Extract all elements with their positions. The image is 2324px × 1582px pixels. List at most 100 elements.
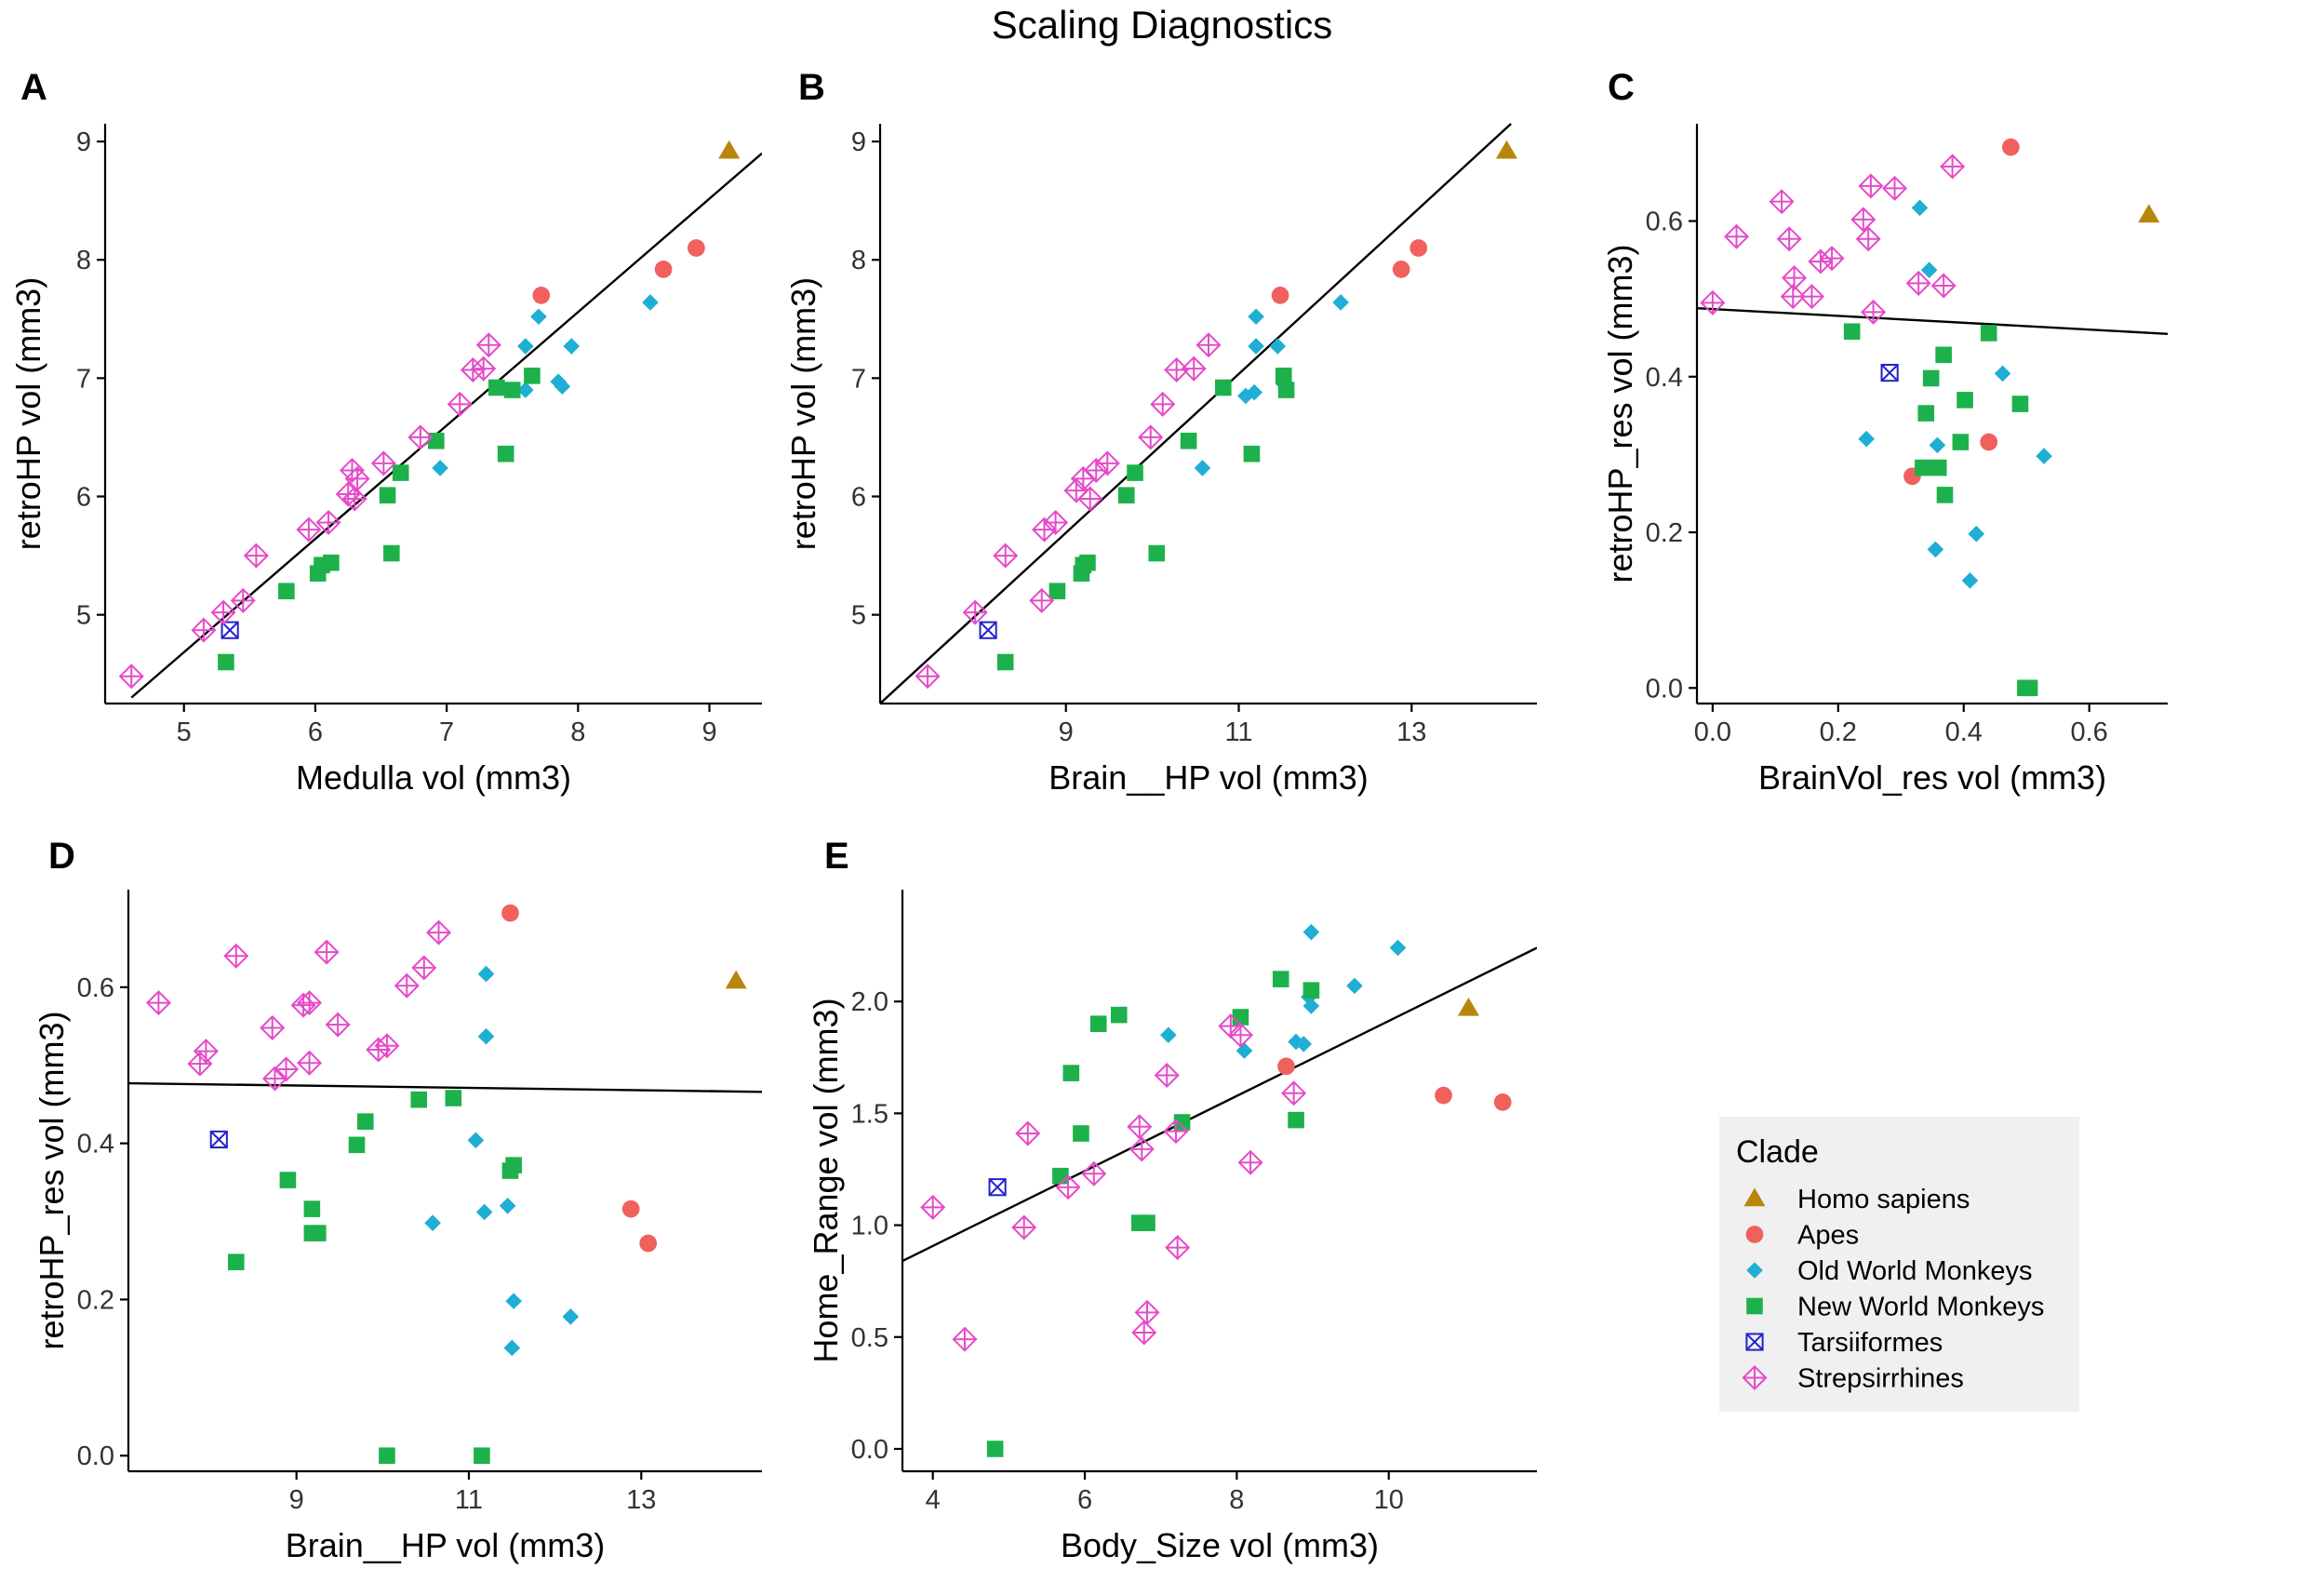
data-point: [1302, 982, 1320, 999]
data-point: [563, 338, 581, 355]
data-point: [501, 1162, 519, 1179]
x-tick-label: 0.4: [1945, 717, 1983, 747]
data-point: [517, 382, 534, 398]
data-point: [718, 140, 741, 159]
legend-item: Old World Monkeys: [1746, 1256, 2033, 1286]
x-tick-label: 11: [1224, 717, 1252, 747]
legend-label: Strepsirrhines: [1797, 1364, 1964, 1394]
data-point: [315, 509, 341, 535]
data-point: [1994, 365, 2011, 382]
data-point: [1295, 1036, 1313, 1052]
data-point: [1858, 430, 1875, 448]
data-point: [447, 391, 473, 417]
legend-key: [1746, 1297, 1763, 1315]
x-axis-title: Brain__HP vol (mm3): [1048, 758, 1368, 797]
data-point: [1163, 1119, 1189, 1145]
data-point: [1915, 459, 1931, 476]
x-tick-label: 11: [455, 1485, 483, 1515]
panel-letter: B: [798, 67, 825, 108]
data-point: [554, 378, 571, 396]
data-point: [1052, 1167, 1069, 1185]
legend-label: Tarsiiformes: [1797, 1328, 1943, 1358]
data-point: [341, 486, 367, 512]
data-point: [1075, 556, 1092, 574]
data-point: [1980, 433, 1998, 451]
panel-d: D 9 11 13 0.0 0.2 0.4 0.6 Brain__HP vol (mm3) ret…: [33, 836, 762, 1564]
data-point: [1062, 1065, 1080, 1081]
y-tick-label: 0.0: [77, 1441, 114, 1471]
series-strepsirrhines: [145, 919, 452, 1092]
data-point: [1073, 1125, 1089, 1142]
data-point: [407, 424, 434, 450]
data-point: [1160, 1026, 1177, 1044]
data-point: [1798, 284, 1824, 310]
data-point: [1148, 544, 1166, 562]
data-point: [952, 1326, 978, 1352]
x-axis-title: Body_Size vol (mm3): [1061, 1526, 1379, 1564]
data-point: [1808, 248, 1834, 275]
y-tick-label: 7: [851, 364, 866, 394]
data-point: [230, 587, 256, 613]
data-point: [220, 621, 239, 639]
data-point: [1029, 587, 1055, 613]
data-point: [488, 379, 505, 396]
y-tick-label: 5: [851, 601, 866, 631]
data-point: [1237, 1149, 1263, 1175]
data-point: [1922, 369, 1940, 387]
data-point: [993, 543, 1019, 569]
y-axis-title: retroHP_res vol (mm3): [1601, 244, 1639, 583]
series-tarsiiformes: [220, 621, 239, 639]
data-point: [1302, 923, 1320, 941]
series-strepsirrhines: [920, 1013, 1307, 1352]
data-point: [1769, 189, 1795, 215]
legend-key: [1742, 1364, 1768, 1391]
data-point: [1094, 450, 1120, 476]
x-tick-label: 0.2: [1820, 717, 1857, 747]
data-point: [1181, 355, 1207, 382]
series-homo-sapiens: [1495, 140, 1518, 159]
data-point: [1272, 971, 1289, 987]
data-point: [1214, 379, 1232, 396]
legend-label: New World Monkeys: [1797, 1293, 2044, 1322]
data-point: [477, 965, 495, 983]
series-homo-sapiens: [718, 140, 741, 159]
y-tick-label: 8: [851, 246, 866, 275]
legend-label: Homo sapiens: [1797, 1185, 1970, 1214]
data-point: [725, 970, 747, 989]
data-point: [962, 599, 988, 625]
series-tarsiiformes: [209, 1130, 228, 1149]
data-point: [1055, 1174, 1081, 1200]
regression-line: [880, 123, 1512, 704]
data-point: [297, 1050, 323, 1076]
data-point: [1165, 1235, 1191, 1261]
data-point: [532, 287, 551, 304]
data-point: [1138, 424, 1164, 450]
series-strepsirrhines: [1700, 154, 1966, 325]
data-point: [474, 1447, 490, 1465]
data-point: [1968, 525, 1985, 543]
data-point: [688, 239, 705, 257]
data-point: [209, 1130, 228, 1149]
regression-line: [902, 946, 1537, 1263]
data-point: [654, 261, 673, 278]
data-point: [1980, 325, 1997, 342]
data-point: [915, 664, 941, 690]
legend-key: [1745, 1333, 1764, 1351]
data-point: [1346, 977, 1363, 995]
data-point: [1288, 1111, 1304, 1129]
data-point: [497, 445, 514, 463]
data-point: [1127, 464, 1143, 481]
data-point: [517, 338, 534, 355]
panel-e: E 4 6 8 10 0.0 0.5 1.0 1.5 2.0 Body_Size vol (mm3)…: [807, 836, 1537, 1564]
legend-item: Homo sapiens: [1743, 1185, 1970, 1214]
data-point: [503, 1339, 521, 1357]
data-point: [2001, 138, 2020, 156]
data-point: [1134, 1299, 1160, 1325]
data-point: [920, 1194, 946, 1220]
data-point: [310, 1225, 327, 1241]
data-point: [296, 516, 322, 543]
data-point: [621, 1200, 640, 1218]
series-strepsirrhines: [118, 332, 501, 690]
data-point: [986, 1441, 1004, 1457]
